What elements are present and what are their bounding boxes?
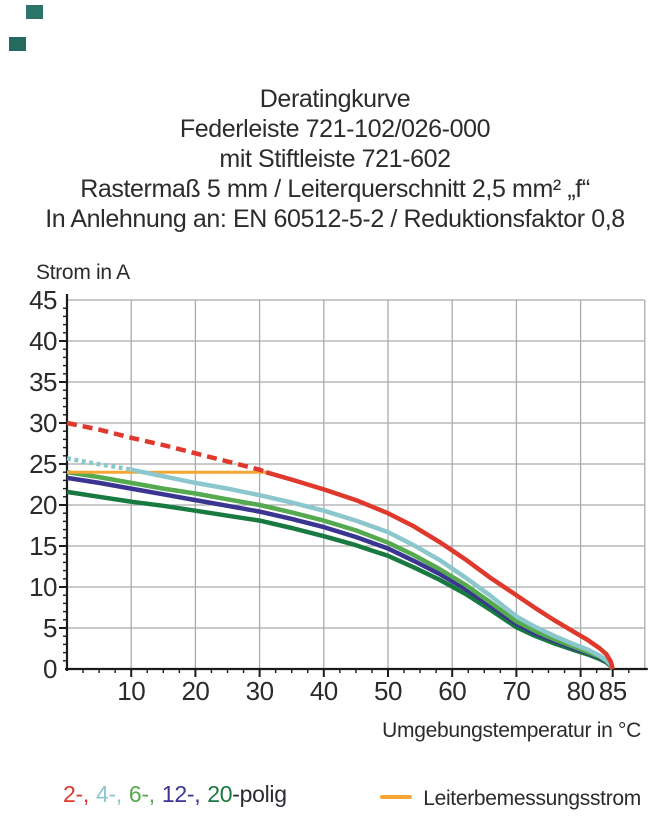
- legend-token: 4-,: [95, 781, 122, 807]
- y-tick-label: 45: [29, 285, 57, 315]
- legend-pole-counts: 2-, 4-, 6-, 12-, 20-polig: [63, 781, 287, 808]
- x-axis-title: Umgebungstemperatur in °C: [382, 719, 641, 742]
- y-tick-label: 0: [43, 654, 57, 684]
- y-tick-label: 5: [43, 613, 57, 643]
- legend-label-leiterbemessungsstrom: Leiterbemessungsstrom: [423, 787, 641, 810]
- title-line-4: Rastermaß 5 mm / Leiterquerschnitt 2,5 m…: [80, 175, 590, 203]
- decor-square-top: [26, 5, 43, 19]
- legend-token: 12-,: [161, 781, 201, 807]
- title-line-5: In Anlehnung an: EN 60512-5-2 / Reduktio…: [45, 205, 625, 233]
- chart-title-block: Deratingkurve Federleiste 721-102/026-00…: [0, 84, 670, 234]
- curve-2-polig: [66, 420, 267, 475]
- x-tick-label: 10: [117, 676, 145, 706]
- legend-token: 20: [207, 781, 233, 807]
- curve-4-polig: [66, 456, 132, 472]
- curve-2-polig: [265, 470, 615, 670]
- x-tick-label: 70: [502, 676, 530, 706]
- decor-square-bottom: [9, 37, 26, 51]
- y-tick-label: 25: [29, 449, 57, 479]
- y-axis-title: Strom in A: [36, 261, 130, 284]
- x-tick-label: 60: [438, 676, 466, 706]
- x-tick-label: 85: [599, 676, 627, 706]
- legend-token: -polig: [232, 781, 287, 807]
- title-line-3: mit Stiftleiste 721-602: [219, 145, 451, 173]
- x-tick-label: 40: [310, 676, 338, 706]
- y-tick-label: 40: [29, 326, 57, 356]
- x-tick-label: 80: [567, 676, 595, 706]
- y-tick-label: 30: [29, 408, 57, 438]
- y-tick-label: 10: [29, 572, 57, 602]
- curve-20-polig: [66, 489, 615, 671]
- legend-orange-line-swatch: [380, 795, 412, 799]
- x-tick-label: 20: [181, 676, 209, 706]
- x-tick-label: 50: [374, 676, 402, 706]
- y-tick-label: 15: [29, 531, 57, 561]
- title-line-2: Federleiste 721-102/026-000: [179, 115, 491, 143]
- y-tick-label: 35: [29, 367, 57, 397]
- legend-token: 6-,: [128, 781, 155, 807]
- title-line-1: Deratingkurve: [259, 85, 411, 113]
- x-tick-label: 30: [246, 676, 274, 706]
- curve-4-polig: [130, 467, 615, 670]
- y-tick-label: 20: [29, 490, 57, 520]
- legend-token: 2-,: [63, 781, 89, 807]
- curve-12-polig: [66, 475, 615, 671]
